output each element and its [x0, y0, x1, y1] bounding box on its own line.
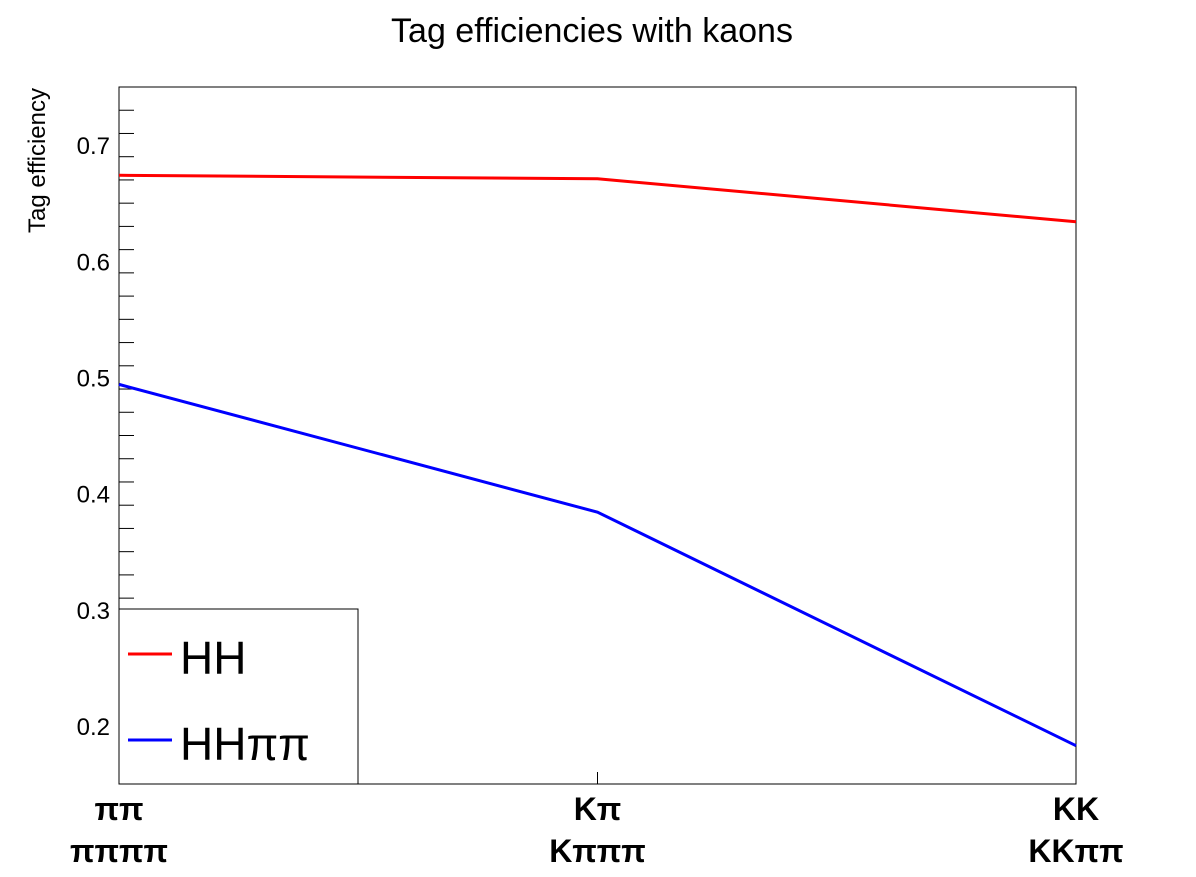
series-line-hh [118, 173, 1077, 224]
series-lines [118, 173, 1077, 748]
y-tick-label: 0.6 [77, 249, 110, 276]
legend-label-hhpipi: HHππ [180, 718, 310, 770]
y-tick-label: 0.3 [77, 598, 110, 625]
y-tick-label: 0.2 [77, 714, 110, 741]
y-axis-label: Tag efficiency [24, 88, 51, 233]
chart-title: Tag efficiencies with kaons [391, 12, 793, 50]
x-tick-label-top: ππ [95, 791, 144, 827]
y-tick-label: 0.7 [77, 133, 110, 160]
y-tick-label: 0.4 [77, 482, 110, 509]
x-tick-label-top: KK [1053, 791, 1099, 827]
x-tick-label-top: Kπ [574, 791, 622, 827]
y-axis-tick-labels: 0.2 0.3 0.4 0.5 0.6 0.7 [77, 133, 110, 741]
x-tick-label-bottom: KKππ [1028, 833, 1123, 869]
legend-label-hh: HH [180, 632, 246, 684]
legend: HH HHππ [118, 608, 359, 785]
x-tick-label-bottom: Kπππ [549, 833, 646, 869]
legend-box [118, 608, 359, 785]
x-tick-label-bottom: ππππ [70, 833, 168, 869]
y-tick-label: 0.5 [77, 365, 110, 392]
series-line-hhpipi [118, 382, 1077, 748]
